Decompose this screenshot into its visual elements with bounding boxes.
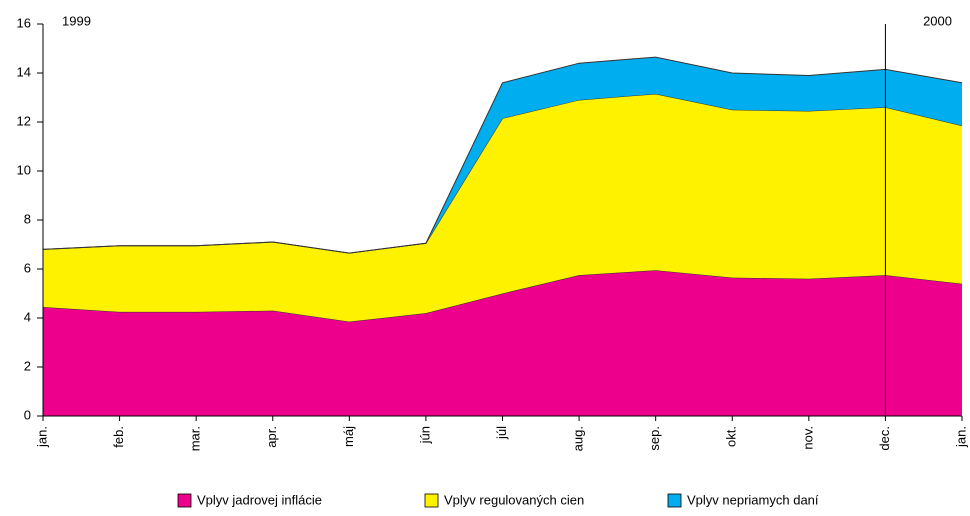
x-tick-label: sep.	[647, 426, 662, 451]
y-tick-label: 10	[17, 162, 31, 177]
y-tick-label: 16	[17, 15, 31, 30]
y-tick-label: 12	[17, 113, 31, 128]
legend-label: Vplyv nepriamych daní	[687, 492, 819, 507]
area	[43, 270, 962, 416]
area-edge	[42, 56, 963, 254]
x-tick-label: máj	[341, 426, 356, 447]
legend-label: Vplyv regulovaných cien	[444, 492, 584, 507]
y-tick-label: 14	[17, 64, 31, 79]
legend-swatch	[177, 493, 192, 508]
legend-swatch	[424, 493, 439, 508]
area	[43, 93, 962, 322]
area	[43, 57, 962, 254]
y-tick-label: 2	[24, 358, 31, 373]
x-tick-label: jún	[417, 426, 432, 444]
x-tick-label: aug.	[571, 426, 586, 451]
y-tick-label: 4	[24, 309, 31, 324]
x-tick-label: jan.	[34, 426, 49, 448]
legend-label: Vplyv jadrovej inflácie	[197, 492, 322, 507]
x-tick-label: nov.	[800, 426, 815, 450]
x-tick-label: júl	[494, 426, 509, 440]
x-tick-label: feb.	[111, 426, 126, 448]
annotation: 2000	[923, 13, 952, 28]
x-tick-label: mar.	[188, 426, 203, 451]
y-tick-label: 8	[24, 211, 31, 226]
x-tick-label: okt.	[724, 426, 739, 447]
y-tick-label: 0	[24, 407, 31, 422]
annotation: 1999	[62, 13, 91, 28]
x-tick-label: jan.	[953, 426, 968, 448]
x-tick-label: dec.	[877, 426, 892, 451]
y-tick-label: 6	[24, 260, 31, 275]
legend-swatch	[667, 493, 682, 508]
x-tick-label: apr.	[264, 426, 279, 448]
